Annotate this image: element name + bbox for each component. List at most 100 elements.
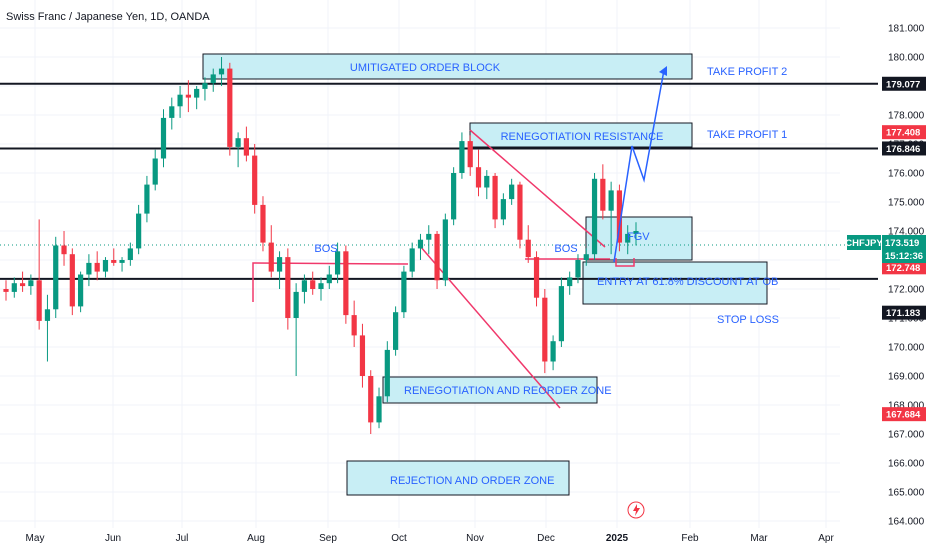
candle-body: [459, 141, 465, 173]
candle: [393, 306, 399, 356]
candle-body: [334, 251, 341, 275]
price-tag-badge: [882, 260, 926, 275]
y-tick-label: 172.000: [888, 285, 925, 296]
candle: [451, 167, 457, 226]
candle: [119, 257, 125, 272]
x-tick-label: Jul: [176, 533, 189, 544]
candle: [376, 387, 382, 429]
candle-body: [500, 199, 506, 220]
candle: [169, 97, 175, 130]
candle: [467, 135, 473, 176]
candle: [144, 175, 150, 223]
price-tag-badge: [882, 76, 926, 91]
candle-body: [301, 280, 308, 292]
candle-body: [235, 138, 241, 147]
candle: [310, 271, 316, 295]
candle: [202, 77, 208, 101]
lightning-icon[interactable]: [627, 501, 645, 519]
current-price-badge: [882, 235, 926, 263]
price-tag: 167.684: [882, 407, 926, 422]
y-tick-label: 178.000: [888, 111, 925, 122]
bos-right-label: BOS: [554, 243, 577, 255]
y-tick-label: 169.000: [888, 372, 925, 383]
resistance-trend-line: [469, 129, 606, 248]
candle: [11, 277, 17, 298]
price-tag-label: 172.748: [886, 263, 920, 274]
candle-body: [276, 257, 283, 272]
candle-body: [78, 274, 84, 307]
price-tag-badge: [882, 125, 926, 140]
candle: [533, 251, 540, 307]
y-tick-label: 180.000: [888, 53, 925, 64]
candle-body: [326, 274, 332, 284]
candle: [368, 370, 374, 434]
candle: [500, 193, 506, 226]
y-tick-label: 174.000: [888, 227, 925, 238]
candle-body: [591, 178, 598, 255]
candle-body: [136, 213, 142, 249]
candle-body: [368, 376, 374, 423]
candle: [218, 57, 225, 86]
candle: [260, 196, 266, 252]
rejection-zone-label: REJECTION AND ORDER ZONE: [390, 475, 554, 487]
price-tag: 177.408: [882, 125, 926, 140]
candle: [591, 173, 598, 260]
rejection-order-zone: [346, 460, 570, 496]
candle-body: [202, 83, 208, 89]
current-price: 173.519: [885, 238, 919, 249]
candle-body: [94, 262, 100, 272]
candle: [301, 274, 308, 304]
candle-body: [467, 141, 473, 168]
y-tick-label: 165.000: [888, 488, 925, 499]
candle: [575, 254, 581, 284]
price-tag-badge: [882, 407, 926, 422]
x-tick-label: Mar: [750, 533, 768, 544]
candle: [227, 62, 233, 156]
candle-body: [243, 138, 249, 156]
candle-body: [293, 291, 299, 318]
candle-body: [127, 248, 133, 260]
candle-body: [102, 260, 109, 272]
take-profit-1-label: TAKE PROFIT 1: [707, 129, 787, 141]
candle: [136, 204, 142, 255]
candle-body: [608, 190, 614, 211]
y-tick-label: 175.000: [888, 198, 925, 209]
candle-body: [119, 260, 125, 263]
entry-zone: [582, 261, 768, 305]
renegotiation-zone-label: RENEGOTIATION AND REORDER ZONE: [404, 385, 612, 397]
unmitigated-order-block-zone: [202, 53, 693, 80]
candle-body: [550, 341, 556, 362]
price-tag: 171.183: [882, 305, 926, 320]
candle: [359, 323, 366, 388]
candle-body: [268, 242, 274, 272]
candle: [78, 271, 84, 313]
candle-body: [583, 254, 589, 260]
candles: [3, 57, 639, 434]
candle-body: [616, 190, 623, 243]
candle: [558, 277, 564, 347]
candle: [525, 225, 531, 263]
candle-body: [475, 167, 482, 188]
candle-body: [393, 312, 399, 350]
candle-body: [111, 260, 117, 263]
price-tag: 179.077: [882, 76, 926, 91]
current-price-tag: CHFJPY 173.519 15:12:36: [845, 235, 926, 263]
time-axis[interactable]: May Jun Jul Aug Sep Oct Nov Dec 2025 Feb Mar Apr: [26, 533, 835, 544]
candle-body: [517, 184, 523, 240]
take-profit-2-label: TAKE PROFIT 2: [707, 66, 787, 78]
x-tick-label: May: [26, 533, 45, 544]
candle: [625, 225, 631, 255]
candle: [61, 231, 67, 266]
candle: [384, 341, 390, 403]
candle: [318, 277, 324, 301]
candle-body: [442, 219, 448, 281]
candle: [442, 213, 448, 287]
candle-body: [384, 349, 390, 397]
candle-body: [376, 396, 382, 423]
candle: [326, 265, 332, 289]
candle: [177, 86, 183, 118]
current-symbol-badge: [847, 235, 881, 250]
price-tag-label: 167.684: [886, 410, 921, 421]
candle: [567, 271, 573, 295]
